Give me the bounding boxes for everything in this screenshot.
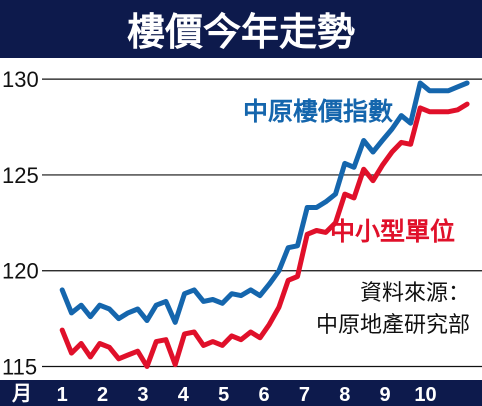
x-tick-label-10: 10 — [414, 384, 436, 406]
x-tick-label-1: 1 — [57, 384, 68, 406]
gridlines — [42, 78, 482, 368]
x-tick-label-3: 3 — [137, 384, 148, 406]
x-tick-label-4: 4 — [178, 384, 190, 406]
y-tick-label-125: 125 — [2, 163, 39, 188]
x-tick-label-9: 9 — [380, 384, 391, 406]
plot-area — [42, 60, 482, 378]
x-axis-tick-labels: 1 2 3 4 5 6 7 8 9 10 — [57, 384, 437, 406]
x-tick-label-2: 2 — [97, 384, 108, 406]
x-tick-label-8: 8 — [339, 384, 350, 406]
x-tick-label-6: 6 — [258, 384, 269, 406]
y-tick-label-115: 115 — [2, 355, 37, 380]
y-axis-tick-labels: 115 120 125 130 — [2, 67, 39, 379]
series-line-0 — [59, 80, 470, 325]
y-tick-label-130: 130 — [2, 67, 39, 92]
x-axis-bar — [0, 380, 482, 406]
source-label: 資料來源： — [360, 281, 470, 306]
x-axis-label: 月 — [11, 381, 32, 405]
series-label-centa-index: 中原樓價指數 — [243, 97, 393, 126]
source-name: 中原地產研究部 — [316, 313, 470, 338]
y-tick-label-120: 120 — [2, 259, 39, 284]
x-tick-label-5: 5 — [218, 384, 229, 406]
title-banner — [0, 0, 482, 58]
series-lines — [59, 80, 470, 369]
series-line-1 — [59, 101, 470, 369]
chart-title: 樓價今年走勢 — [127, 10, 355, 54]
x-tick-label-7: 7 — [299, 384, 310, 406]
series-label-small-medium-units: 中小型單位 — [330, 217, 455, 246]
